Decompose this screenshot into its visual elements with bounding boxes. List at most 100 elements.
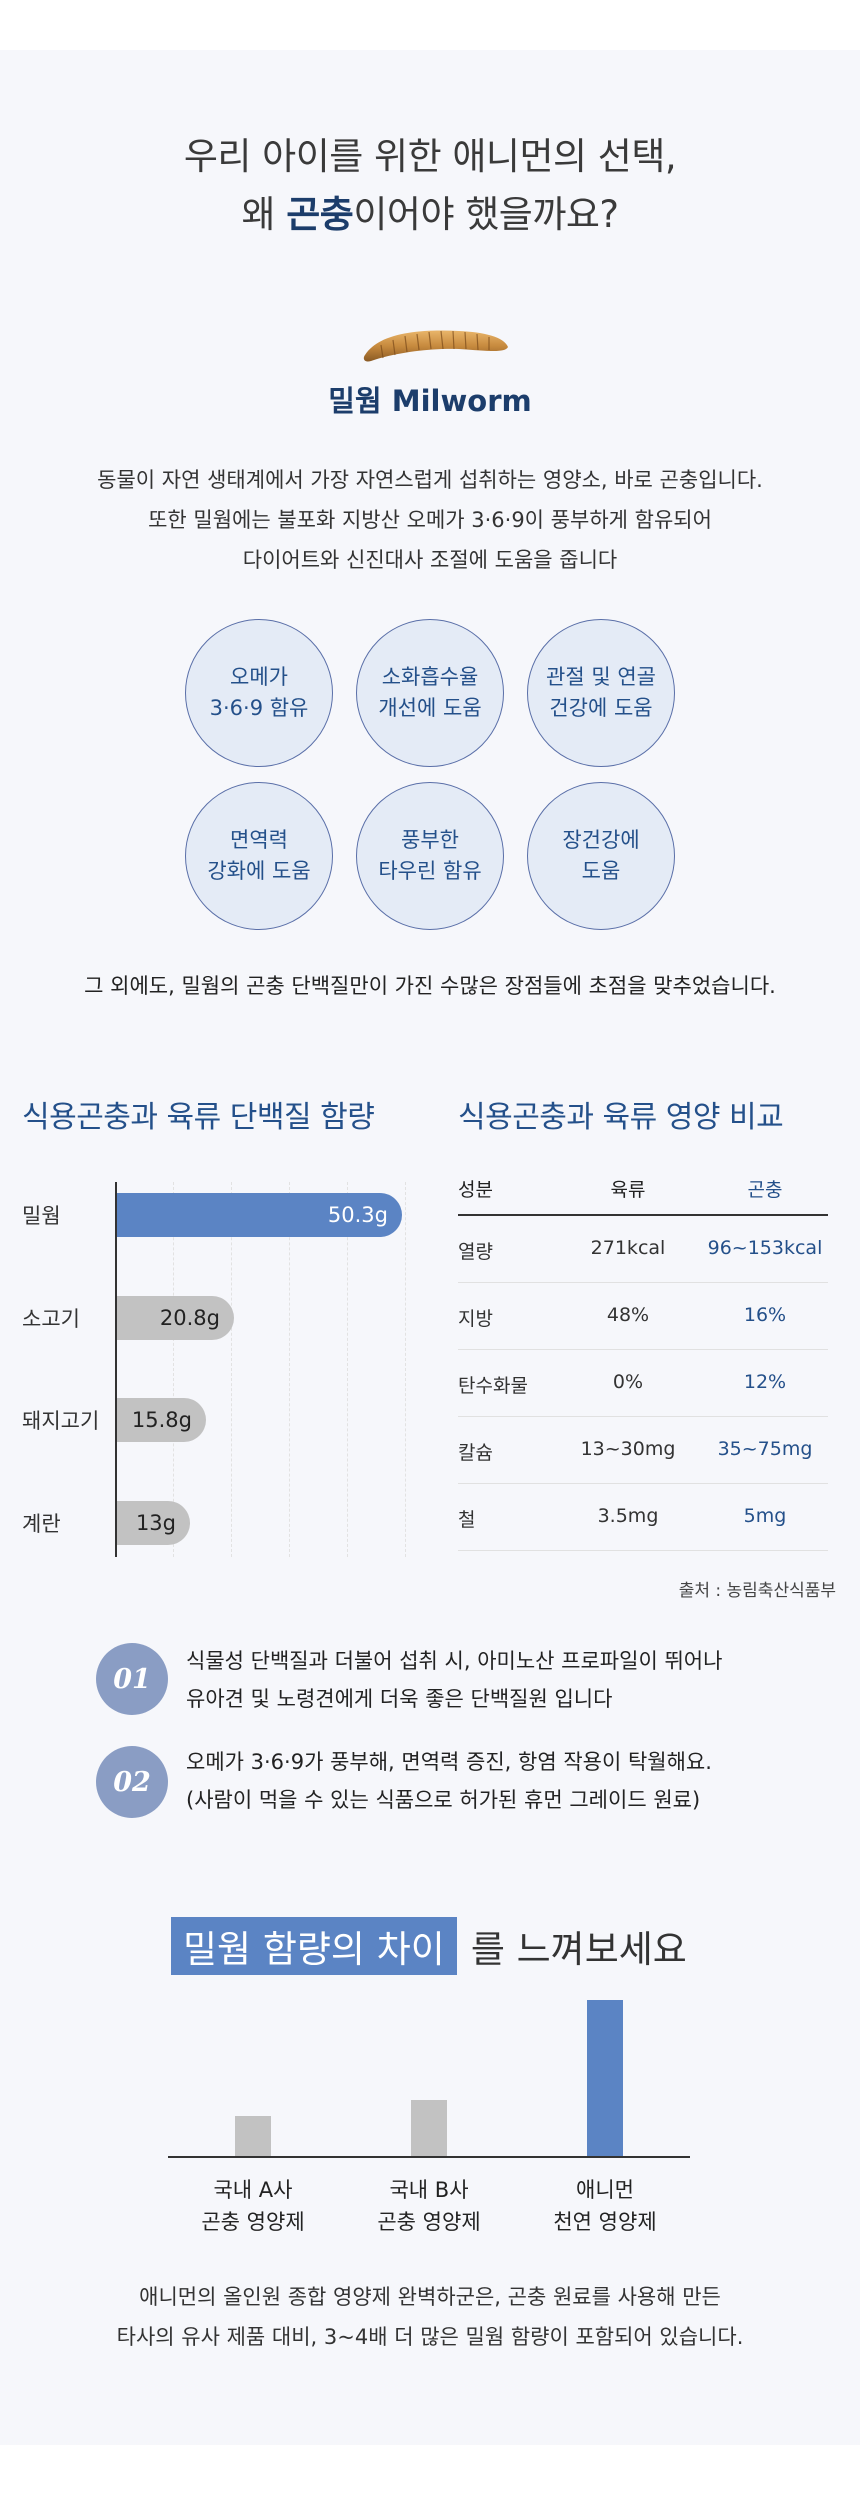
benefit-line: 관절 및 연골 (546, 665, 656, 689)
grid-line (173, 1182, 174, 1557)
table-cell-meat: 3.5mg (597, 1505, 659, 1527)
table-cell-meat: 0% (612, 1371, 644, 1393)
headline-line-2: 왜 곤충이어야 했을까요? (0, 186, 860, 244)
mealworm-icon (363, 330, 508, 362)
content-bar-animon (587, 2000, 623, 2156)
content-bar-label-line: 애니먼 (576, 2178, 634, 2202)
benefit-line: 타우린 함유 (378, 859, 482, 883)
table-cell-insect: 35~75mg (717, 1438, 813, 1460)
table-header: 곤충 (747, 1179, 783, 1201)
content-section (0, 50, 860, 2445)
headline-line-2-post: 이어야 했을까요? (353, 193, 619, 236)
bar-value-label: 15.8g (131, 1408, 192, 1432)
intro-line-1: 동물이 자연 생태계에서 가장 자연스럽게 섭취하는 영양소, 바로 곤충입니다… (97, 468, 763, 492)
table-cell-nutrient: 탄수화물 (458, 1375, 528, 1397)
benefit-line: 도움 (581, 859, 621, 883)
benefit-line: 소화흡수율 (381, 665, 479, 689)
content-bar-label: 애니먼 천연 영양제 (510, 2174, 700, 2238)
table-cell-meat: 48% (606, 1304, 650, 1326)
table-cell-nutrient: 철 (458, 1509, 476, 1531)
point-text: 식물성 단백질과 더불어 섭취 시, 아미노산 프로파일이 뛰어나 유아견 및 … (186, 1642, 722, 1718)
content-bar-label-line: 곤충 영양제 (377, 2210, 481, 2234)
content-bar-label: 국내 B사 곤충 영양제 (334, 2174, 524, 2238)
difference-heading: 밀웜 함량의 차이 를 느껴보세요 (171, 1917, 687, 1975)
table-header: 육류 (610, 1179, 646, 1201)
point-line: 식물성 단백질과 더불어 섭취 시, 아미노산 프로파일이 뛰어나 (186, 1649, 723, 1673)
benefit-line: 장건강에 (562, 828, 640, 852)
point-line: (사람이 먹을 수 있는 식품으로 허가된 휴먼 그레이드 원료) (186, 1788, 701, 1812)
benefit-line: 면역력 (230, 828, 288, 852)
table-row-divider (458, 1550, 828, 1551)
headline-line-2-pre: 왜 (241, 193, 287, 236)
grid-line (405, 1182, 406, 1557)
benefit-line: 강화에 도움 (207, 859, 311, 883)
content-bar-label-line: 천연 영양제 (553, 2210, 657, 2234)
content-bar-label: 국내 A사 곤충 영양제 (158, 2174, 348, 2238)
table-cell-nutrient: 열량 (458, 1241, 493, 1263)
table-row-divider (458, 1416, 828, 1417)
table-cell-insect: 96~153kcal (707, 1237, 823, 1259)
table-cell-nutrient: 지방 (458, 1308, 493, 1330)
content-chart-baseline (168, 2156, 690, 2158)
other-benefits-text: 그 외에도, 밀웜의 곤충 단백질만이 가진 수많은 장점들에 초점을 맞추었습… (84, 974, 776, 998)
headline-highlight: 곤충 (286, 193, 354, 236)
difference-rest: 를 느껴보세요 (470, 1928, 687, 1971)
headline-line-1: 우리 아이를 위한 애니먼의 선택, (183, 135, 677, 178)
protein-chart-axis (115, 1182, 117, 1557)
intro-line-2: 또한 밀웜에는 불포화 지방산 오메가 3·6·9이 풍부하게 함유되어 (148, 508, 712, 532)
bar-value-label: 50.3g (327, 1203, 388, 1227)
benefit-line: 3·6·9 함유 (209, 696, 309, 720)
content-bar-label-line: 국내 B사 (389, 2178, 469, 2202)
intro-line-3: 다이어트와 신진대사 조절에 도움을 줍니다 (242, 548, 618, 572)
bar-value-label: 13g (135, 1511, 176, 1535)
table-header-line (458, 1214, 828, 1216)
bar-category-label: 돼지고기 (22, 1409, 100, 1433)
point-line: 오메가 3·6·9가 풍부해, 면역력 증진, 항염 작용이 탁월해요. (186, 1750, 712, 1774)
table-row-divider (458, 1349, 828, 1350)
benefit-line: 개선에 도움 (378, 696, 482, 720)
grid-line (347, 1182, 348, 1557)
benefit-circle-omega: 오메가 3·6·9 함유 (185, 619, 333, 767)
mealworm-title: 밀웜 Milworm (328, 384, 532, 418)
protein-chart-title: 식용곤충과 육류 단백질 함량 (22, 1100, 375, 1135)
table-cell-meat: 13~30mg (580, 1438, 676, 1460)
benefit-line: 건강에 도움 (549, 696, 653, 720)
protein-bar-mealworm: 50.3g (116, 1193, 402, 1237)
bottom-line-2: 타사의 유사 제품 대비, 3~4배 더 많은 밀웜 함량이 포함되어 있습니다… (116, 2325, 744, 2349)
bar-value-label: 20.8g (159, 1306, 220, 1330)
table-cell-insect: 12% (743, 1371, 787, 1393)
grid-line (289, 1182, 290, 1557)
content-bar-company-a (235, 2116, 271, 2156)
benefit-line: 오메가 (230, 665, 288, 689)
bar-category-label: 밀웜 (22, 1204, 61, 1228)
intro-text: 동물이 자연 생태계에서 가장 자연스럽게 섭취하는 영양소, 바로 곤충입니다… (0, 460, 860, 580)
protein-bar-beef: 20.8g (116, 1296, 234, 1340)
content-bar-label-line: 국내 A사 (213, 2178, 293, 2202)
bottom-line-1: 애니먼의 올인원 종합 영양제 완벽하군은, 곤충 원료를 사용해 만든 (139, 2285, 721, 2309)
bar-category-label: 계란 (22, 1512, 61, 1536)
protein-bar-egg: 13g (116, 1501, 190, 1545)
point-number-badge: 01 (96, 1643, 168, 1715)
protein-bar-pork: 15.8g (116, 1398, 206, 1442)
nutrition-table-title: 식용곤충과 육류 영양 비교 (458, 1100, 784, 1135)
difference-highlight: 밀웜 함량의 차이 (171, 1917, 457, 1975)
table-cell-meat: 271kcal (590, 1237, 666, 1259)
source-note: 출처 : 농림축산식품부 (678, 1581, 836, 1601)
point-line: 유아견 및 노령견에게 더욱 좋은 단백질원 입니다 (186, 1687, 613, 1711)
bar-category-label: 소고기 (22, 1307, 80, 1331)
bottom-summary: 애니먼의 올인원 종합 영양제 완벽하군은, 곤충 원료를 사용해 만든 타사의… (0, 2277, 860, 2357)
table-header: 성분 (458, 1179, 493, 1201)
page-headline: 우리 아이를 위한 애니먼의 선택, 왜 곤충이어야 했을까요? (0, 128, 860, 244)
table-row-divider (458, 1282, 828, 1283)
table-cell-insect: 5mg (743, 1505, 787, 1527)
point-text: 오메가 3·6·9가 풍부해, 면역력 증진, 항염 작용이 탁월해요. (사람… (186, 1743, 712, 1819)
grid-line (231, 1182, 232, 1557)
table-cell-nutrient: 칼슘 (458, 1442, 493, 1464)
benefit-line: 풍부한 (401, 828, 459, 852)
point-number-badge: 02 (96, 1746, 168, 1818)
